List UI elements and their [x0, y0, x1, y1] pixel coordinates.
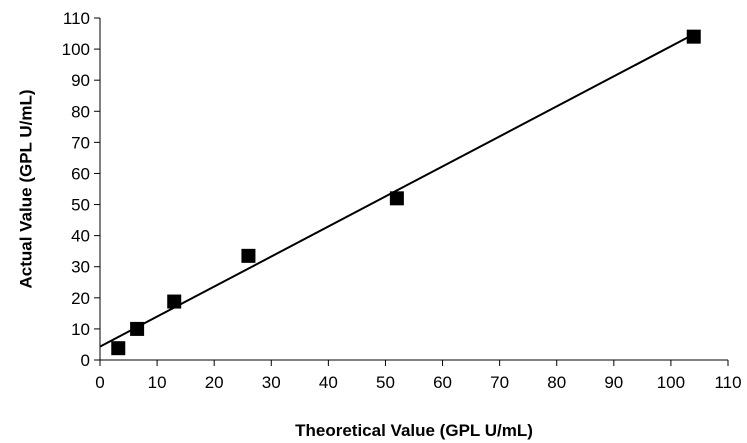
y-tick-label: 10 [71, 320, 90, 339]
trendline [99, 33, 695, 348]
x-tick-label: 100 [657, 373, 685, 392]
x-tick-label: 30 [262, 373, 281, 392]
data-point [389, 191, 404, 206]
y-tick-label: 50 [71, 196, 90, 215]
data-point [130, 321, 145, 336]
y-tick-label: 40 [71, 227, 90, 246]
data-points [111, 29, 701, 356]
x-tick-label: 40 [319, 373, 338, 392]
y-axis-title: Actual Value (GPL U/mL) [16, 89, 35, 288]
x-tick-label: 80 [547, 373, 566, 392]
x-tick-label: 20 [205, 373, 224, 392]
x-tick-label: 10 [148, 373, 167, 392]
axes: 0 10 20 30 40 50 60 70 80 90 100 110 0 10 20 30 40 50 60 7… [62, 9, 742, 392]
data-point [167, 294, 182, 309]
x-tick-label: 0 [95, 373, 104, 392]
data-point [111, 341, 126, 356]
x-tick-label: 60 [433, 373, 452, 392]
x-tick-label: 110 [714, 373, 741, 392]
y-tick-label: 80 [71, 102, 90, 121]
y-tick-label: 100 [62, 40, 90, 59]
y-tick-label: 110 [63, 9, 90, 28]
data-point [241, 248, 256, 263]
x-tick-label: 90 [604, 373, 623, 392]
y-tick-label: 30 [71, 258, 90, 277]
x-axis-title: Theoretical Value (GPL U/mL) [295, 421, 533, 440]
data-point [686, 29, 701, 44]
x-tick-label: 70 [490, 373, 509, 392]
y-tick-label: 60 [71, 164, 90, 183]
x-ticks: 0 10 20 30 40 50 60 70 80 90 100 110 [95, 360, 742, 392]
y-ticks: 0 10 20 30 40 50 60 70 80 90 100 110 [62, 9, 100, 370]
y-tick-label: 90 [71, 71, 90, 90]
trendline-group [99, 33, 695, 348]
y-tick-label: 0 [81, 351, 90, 370]
y-tick-label: 20 [71, 289, 90, 308]
x-tick-label: 50 [376, 373, 395, 392]
y-tick-label: 70 [71, 133, 90, 152]
